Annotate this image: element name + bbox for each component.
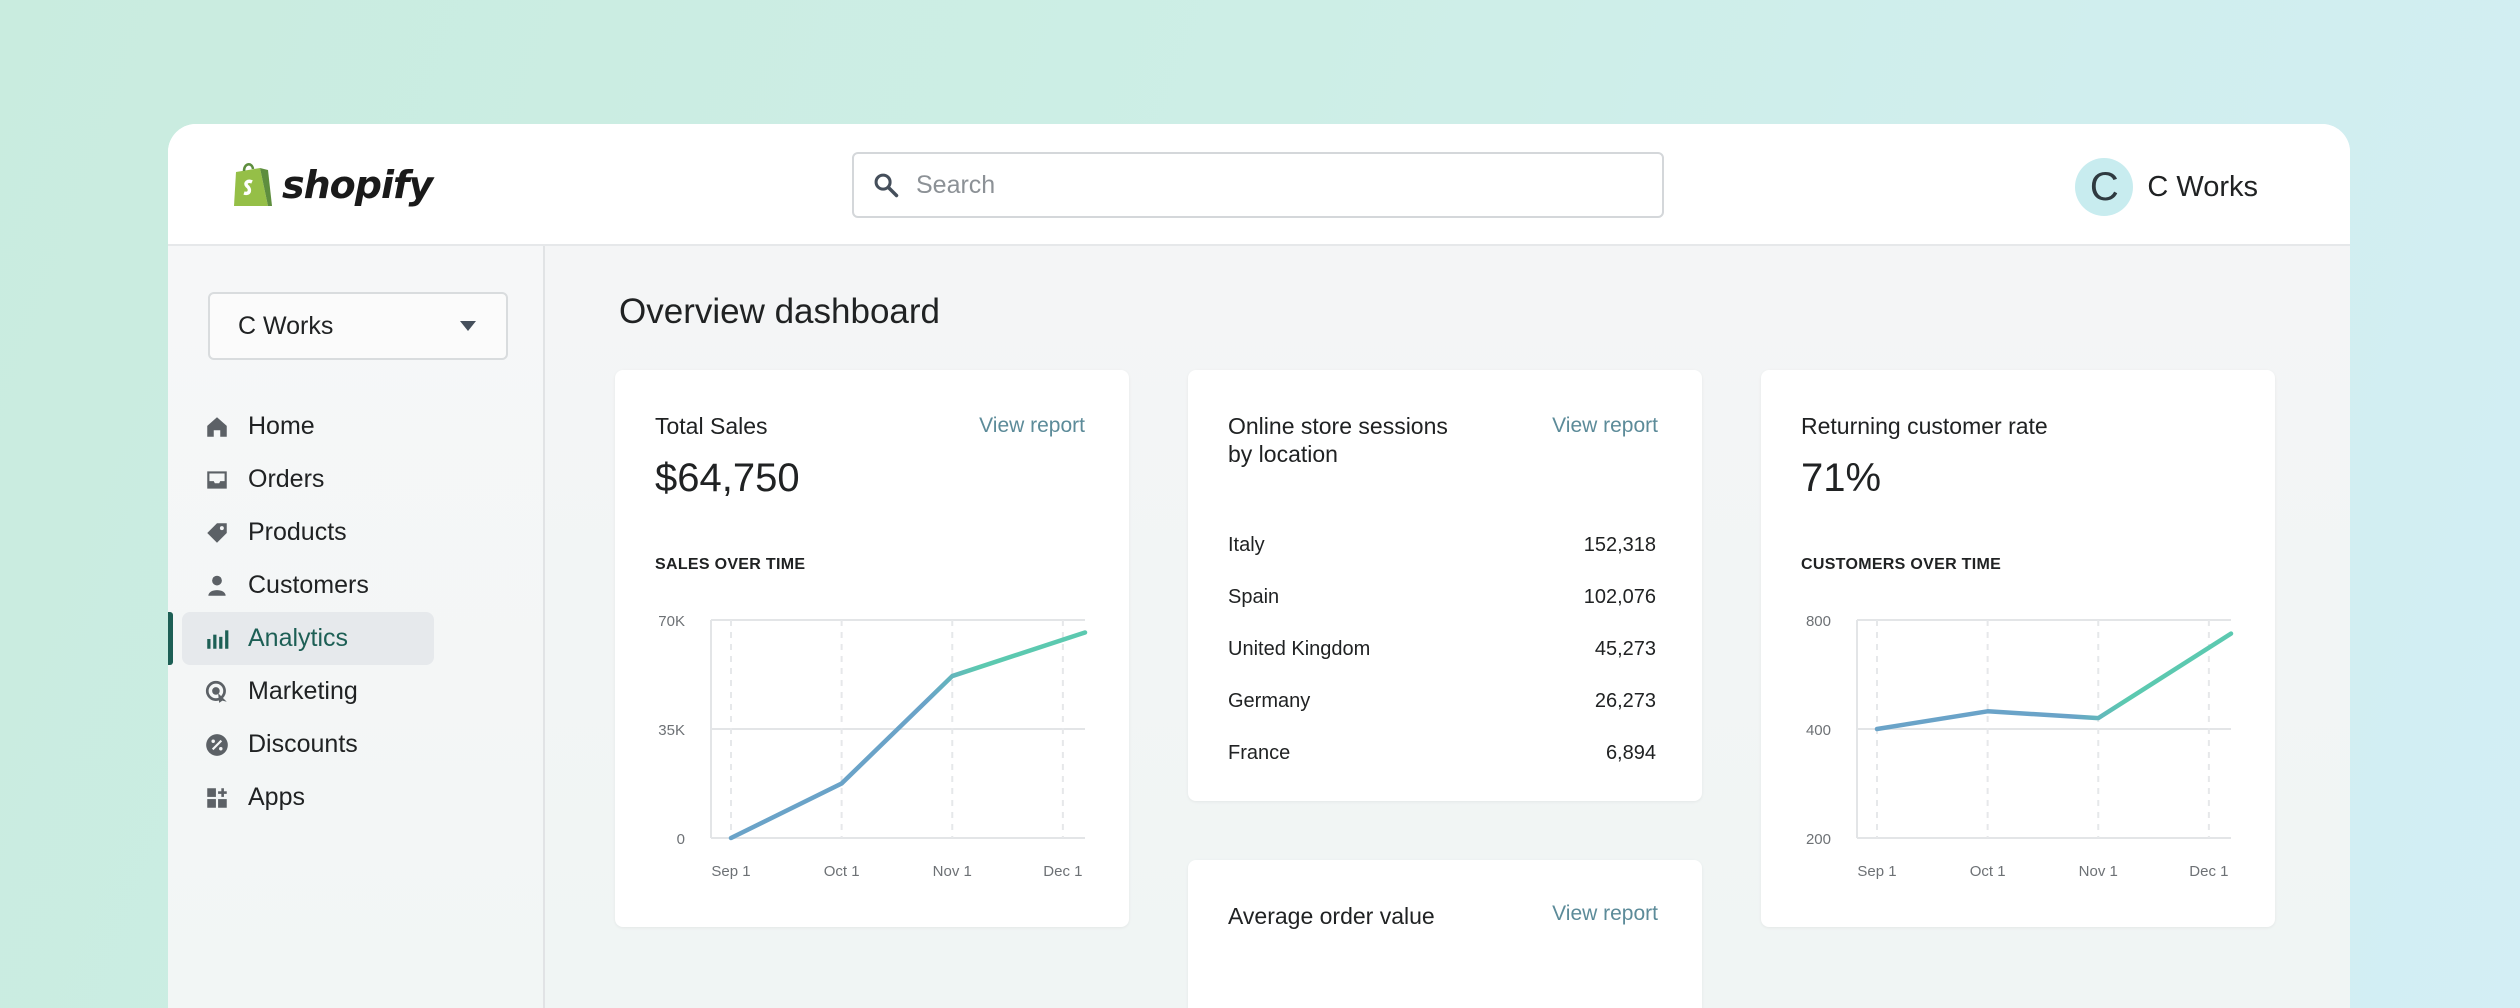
- x-tick-label: Nov 1: [2079, 863, 2118, 880]
- card-title: Returning customer rate: [1801, 413, 2048, 439]
- sidebar-item-analytics[interactable]: Analytics: [168, 612, 543, 665]
- sidebar-item-products[interactable]: Products: [168, 506, 543, 559]
- y-tick-label: 200: [1806, 831, 1831, 848]
- x-tick-label: Dec 1: [2189, 863, 2228, 880]
- y-tick-label: 400: [1806, 722, 1831, 739]
- country-name: United Kingdom: [1228, 638, 1371, 660]
- home-icon: [204, 414, 230, 440]
- sidebar-item-label: Discounts: [248, 730, 358, 758]
- top-bar: shopify C C Works: [168, 124, 2350, 246]
- sidebar-item-marketing[interactable]: Marketing: [168, 665, 543, 718]
- country-name: Italy: [1228, 534, 1265, 556]
- sidebar-item-label: Orders: [248, 465, 325, 493]
- user-name[interactable]: C Works: [2147, 170, 2258, 203]
- country-name: France: [1228, 742, 1291, 764]
- sidebar-item-label: Apps: [248, 783, 305, 811]
- view-report-link[interactable]: View report: [1552, 414, 1658, 437]
- y-tick-label: 0: [677, 831, 685, 848]
- page-title: Overview dashboard: [619, 292, 940, 331]
- person-icon: [204, 573, 230, 599]
- target-icon: [204, 679, 230, 705]
- caret-down-icon: [460, 321, 476, 331]
- app-window: shopify C C Works C Works Home: [168, 124, 2350, 1008]
- x-tick-label: Sep 1: [711, 863, 750, 880]
- card-title: Total Sales: [655, 413, 768, 439]
- y-tick-label: 800: [1806, 613, 1831, 630]
- session-count: 152,318: [1583, 534, 1656, 556]
- search-icon: [874, 173, 899, 198]
- sidebar-item-label: Analytics: [248, 624, 349, 652]
- total-sales-value: $64,750: [655, 456, 800, 500]
- main-content: Overview dashboard Total Sales View repo…: [545, 246, 2350, 1008]
- card-title: Online store sessions by location: [1228, 412, 1448, 468]
- table-row: Spain 102,076: [1228, 586, 1656, 638]
- session-count: 102,076: [1583, 586, 1656, 608]
- brand-name: shopify: [282, 163, 433, 207]
- card-title-line: Online store sessions: [1228, 413, 1448, 439]
- total-sales-card: Total Sales View report $64,750 SALES OV…: [615, 370, 1129, 927]
- apps-icon: [204, 785, 230, 811]
- orders-icon: [204, 467, 230, 493]
- average-order-value-card: Average order value View report: [1188, 860, 1702, 1008]
- sessions-by-location-card: Online store sessions by location View r…: [1188, 370, 1702, 801]
- session-count: 26,273: [1594, 690, 1656, 712]
- bar-chart-icon: [204, 626, 230, 652]
- user-menu[interactable]: C C Works: [2075, 158, 2258, 216]
- search-input[interactable]: [916, 170, 1616, 200]
- sidebar-nav: Home Orders Products Customers: [168, 400, 543, 824]
- card-title: Average order value: [1228, 903, 1435, 929]
- customers-over-time-chart: 200 400 800 Sep 1 Oct 1 Nov 1 Dec 1: [1806, 613, 2234, 880]
- sidebar-item-discounts[interactable]: Discounts: [168, 718, 543, 771]
- sales-over-time-chart: 0 35K 70K Sep 1 Oct 1 Nov 1 Dec 1: [658, 613, 1088, 880]
- section-label: CUSTOMERS OVER TIME: [1801, 556, 2002, 573]
- table-row: France 6,894: [1228, 742, 1656, 794]
- store-selector[interactable]: C Works: [208, 292, 508, 360]
- table-row: Germany 26,273: [1228, 690, 1656, 742]
- x-tick-label: Oct 1: [1970, 863, 2006, 880]
- shopify-bag-icon: [234, 163, 272, 206]
- sidebar-item-label: Customers: [248, 571, 369, 599]
- session-count: 45,273: [1594, 638, 1656, 660]
- sidebar: C Works Home Orders Products: [168, 246, 545, 1008]
- avatar[interactable]: C: [2075, 158, 2134, 216]
- sidebar-item-apps[interactable]: Apps: [168, 771, 543, 824]
- country-name: Germany: [1228, 690, 1311, 712]
- returning-rate-value: 71%: [1801, 456, 1882, 500]
- sidebar-item-label: Marketing: [248, 677, 358, 705]
- returning-customer-card: Returning customer rate 71% CUSTOMERS OV…: [1761, 370, 2275, 927]
- country-name: Spain: [1228, 586, 1280, 608]
- store-selector-value: C Works: [238, 311, 334, 340]
- tag-icon: [204, 520, 230, 546]
- table-row: Italy 152,318: [1228, 534, 1656, 586]
- x-tick-label: Oct 1: [824, 863, 860, 880]
- card-title-line: by location: [1228, 441, 1338, 467]
- sidebar-item-label: Home: [248, 412, 315, 440]
- brand-logo[interactable]: shopify: [230, 158, 433, 212]
- view-report-link[interactable]: View report: [1552, 902, 1658, 925]
- search-bar[interactable]: [852, 152, 1664, 218]
- x-tick-label: Sep 1: [1857, 863, 1896, 880]
- table-row: United Kingdom 45,273: [1228, 638, 1656, 690]
- x-tick-label: Dec 1: [1043, 863, 1082, 880]
- discount-icon: [204, 732, 230, 758]
- series-line: [1874, 631, 2234, 732]
- sidebar-item-label: Products: [248, 518, 347, 546]
- sidebar-item-orders[interactable]: Orders: [168, 453, 543, 506]
- x-tick-label: Nov 1: [933, 863, 972, 880]
- sidebar-item-home[interactable]: Home: [168, 400, 543, 453]
- y-tick-label: 70K: [658, 613, 685, 630]
- location-table: Italy 152,318 Spain 102,076 United Kingdom 45…: [1228, 534, 1656, 794]
- sidebar-item-customers[interactable]: Customers: [168, 559, 543, 612]
- y-tick-label: 35K: [658, 722, 685, 739]
- series-line: [728, 630, 1088, 841]
- session-count: 6,894: [1605, 742, 1656, 764]
- view-report-link[interactable]: View report: [979, 414, 1085, 437]
- section-label: SALES OVER TIME: [655, 556, 806, 573]
